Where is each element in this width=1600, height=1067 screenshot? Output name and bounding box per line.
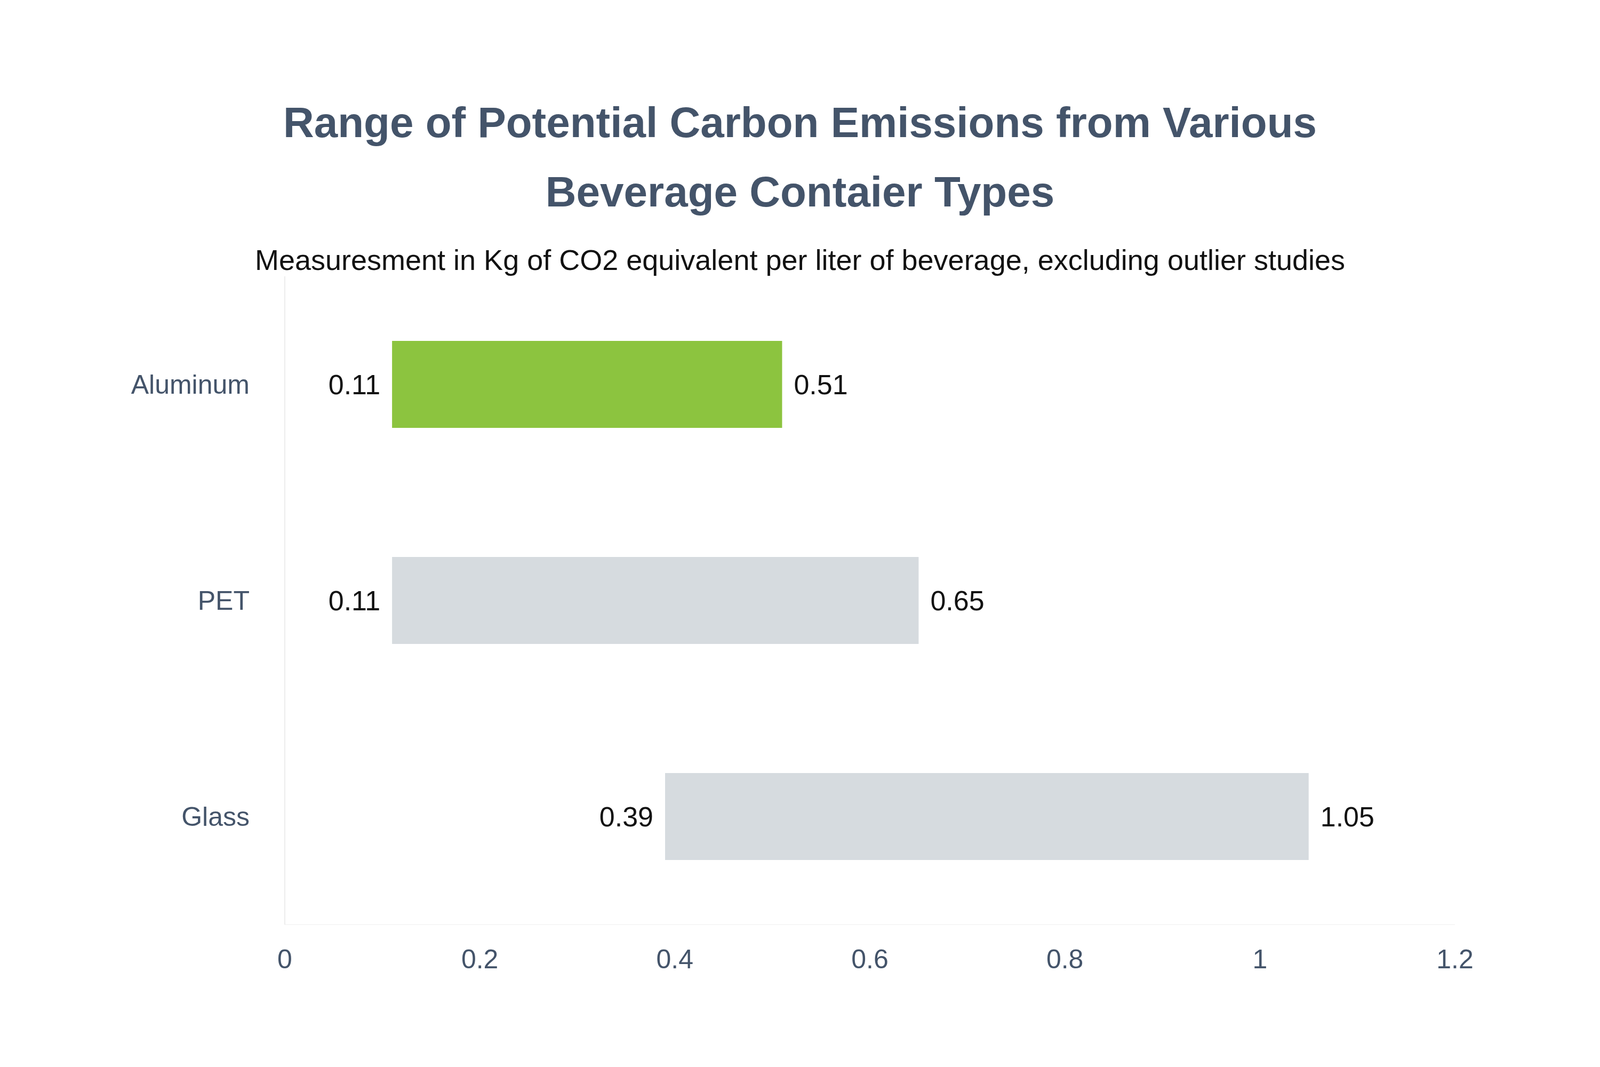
svg-text:0.6: 0.6 xyxy=(851,944,889,974)
svg-text:0.8: 0.8 xyxy=(1046,944,1084,974)
svg-text:0.4: 0.4 xyxy=(656,944,694,974)
svg-text:Glass: Glass xyxy=(181,801,250,832)
svg-text:0.2: 0.2 xyxy=(461,944,499,974)
svg-text:0.39: 0.39 xyxy=(599,801,654,832)
svg-text:1.2: 1.2 xyxy=(1436,944,1474,974)
svg-text:0.11: 0.11 xyxy=(328,585,381,616)
svg-text:0.11: 0.11 xyxy=(328,369,381,400)
svg-text:1.05: 1.05 xyxy=(1320,801,1375,832)
svg-text:Aluminum: Aluminum xyxy=(131,369,250,400)
html-text:Range of Potential Carbon Emis: Range of Potential Carbon Emissions from… xyxy=(283,98,1317,216)
svg-text:PET: PET xyxy=(197,585,250,616)
html-text:Measuresment in Kg of CO2 equi: Measuresment in Kg of CO2 equivalent per… xyxy=(254,243,1346,276)
svg-text:1: 1 xyxy=(1252,944,1268,974)
svg-text:0.51: 0.51 xyxy=(793,369,848,400)
svg-text:0: 0 xyxy=(277,944,293,974)
svg-text:0.65: 0.65 xyxy=(930,585,984,616)
